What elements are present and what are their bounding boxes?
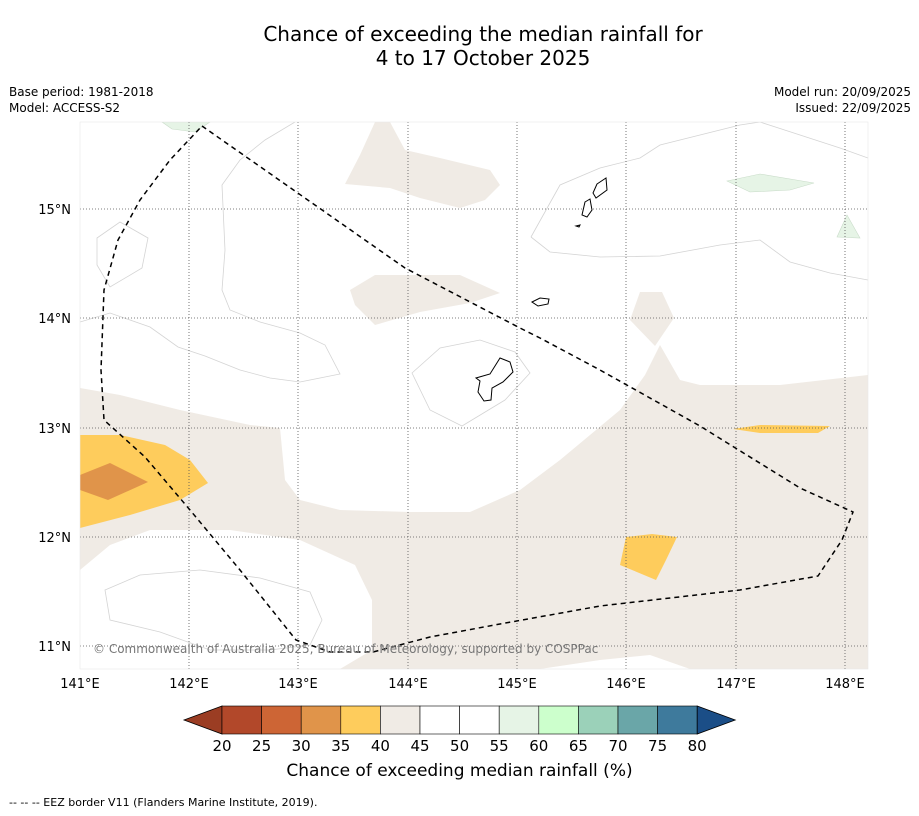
colorbar-tick-label: 55 <box>490 737 509 755</box>
map-canvas: © Commonwealth of Australia 2025, Bureau… <box>38 121 869 755</box>
longitude-labels: 141°E 142°E 143°E 144°E 145°E 146°E 147°… <box>60 677 865 692</box>
issued-date: Issued: 22/09/2025 <box>795 101 911 115</box>
lat-label-11: 11°N <box>38 640 71 655</box>
colorbar-tick-label: 70 <box>608 737 627 755</box>
lon-label-145: 145°E <box>497 677 537 692</box>
islands <box>474 177 608 402</box>
island-tinian <box>581 198 593 218</box>
lon-label-144: 144°E <box>388 677 428 692</box>
band-30-35-west <box>80 463 148 500</box>
band-55-60-east-edge <box>836 214 861 239</box>
colorbar-segment <box>380 705 421 735</box>
graticule <box>80 122 868 669</box>
island-aguijan <box>574 224 581 228</box>
island-rota <box>531 297 550 307</box>
contour-lines <box>80 122 868 651</box>
colorbar-segment <box>578 705 619 735</box>
map-frame <box>79 121 869 670</box>
lon-label-142: 142°E <box>169 677 209 692</box>
colorbar-segment <box>419 705 460 735</box>
copyright-text: © Commonwealth of Australia 2025, Bureau… <box>93 642 598 656</box>
colorbar-segment <box>617 705 658 735</box>
colorbar-segment <box>261 705 302 735</box>
lon-label-141: 141°E <box>60 677 100 692</box>
band-35-40-south <box>620 534 677 580</box>
base-period: Base period: 1981-2018 <box>9 85 154 99</box>
colorbar-tick-label: 35 <box>331 737 350 755</box>
colorbar-tick-label: 20 <box>212 737 231 755</box>
colorbar-tick-label: 40 <box>371 737 390 755</box>
rainfall-probability-field: © Commonwealth of Australia 2025, Bureau… <box>80 122 868 669</box>
island-saipan <box>592 177 608 199</box>
run-info: Model run: 20/09/2025 Issued: 22/09/2025 <box>774 84 911 116</box>
eez-legend: -- -- -- EEZ border V11 (Flanders Marine… <box>9 796 318 809</box>
lat-label-12: 12°N <box>38 531 71 546</box>
colorbar-tick-label: 80 <box>688 737 707 755</box>
title-line-1: Chance of exceeding the median rainfall … <box>263 22 703 46</box>
lat-label-14: 14°N <box>38 312 71 327</box>
colorbar-segment <box>657 705 698 735</box>
model-run: Model run: 20/09/2025 <box>773 85 911 99</box>
model-info: Base period: 1981-2018 Model: ACCESS-S2 <box>9 84 154 116</box>
colorbar: 20 25 30 35 40 45 50 55 60 65 70 75 80 <box>182 705 737 755</box>
eez-border <box>100 125 854 653</box>
colorbar-segment <box>498 705 540 735</box>
band-55-60-northeast <box>726 173 815 193</box>
colorbar-tick-label: 25 <box>252 737 271 755</box>
band-50-55-southwest <box>80 530 372 669</box>
map-title: Chance of exceeding the median rainfall … <box>0 22 919 70</box>
band-45-50-mid-blob <box>350 275 500 325</box>
lat-label-15: 15°N <box>38 203 71 218</box>
colorbar-tick-label: 75 <box>648 737 667 755</box>
band-45-50-north-blob <box>345 122 500 208</box>
colorbar-segment <box>538 705 579 735</box>
latitude-labels: 15°N 14°N 13°N 12°N 11°N <box>38 203 71 655</box>
band-35-40-east <box>733 425 830 433</box>
colorbar-tick-label: 50 <box>450 737 469 755</box>
colorbar-over-arrow <box>696 705 737 735</box>
lon-label-143: 143°E <box>278 677 318 692</box>
island-guam <box>474 357 514 402</box>
colorbar-segment <box>300 705 342 735</box>
lon-label-146: 146°E <box>606 677 646 692</box>
model-name: Model: ACCESS-S2 <box>9 101 121 115</box>
colorbar-tick-label: 65 <box>569 737 588 755</box>
lon-label-147: 147°E <box>716 677 756 692</box>
lat-label-13: 13°N <box>38 422 71 437</box>
colorbar-tick-label: 30 <box>292 737 311 755</box>
band-50-55-south-edge <box>540 655 690 669</box>
band-45-50-east-blob <box>630 292 674 346</box>
colorbar-tick-label: 45 <box>410 737 429 755</box>
colorbar-under-arrow <box>182 705 223 735</box>
colorbar-tick-label: 60 <box>529 737 548 755</box>
colorbar-segment <box>459 705 500 735</box>
title-line-2: 4 to 17 October 2025 <box>375 46 591 70</box>
colorbar-segment <box>221 705 262 735</box>
colorbar-label: Chance of exceeding median rainfall (%) <box>286 761 633 781</box>
colorbar-segment <box>340 705 381 735</box>
lon-label-148: 148°E <box>825 677 865 692</box>
